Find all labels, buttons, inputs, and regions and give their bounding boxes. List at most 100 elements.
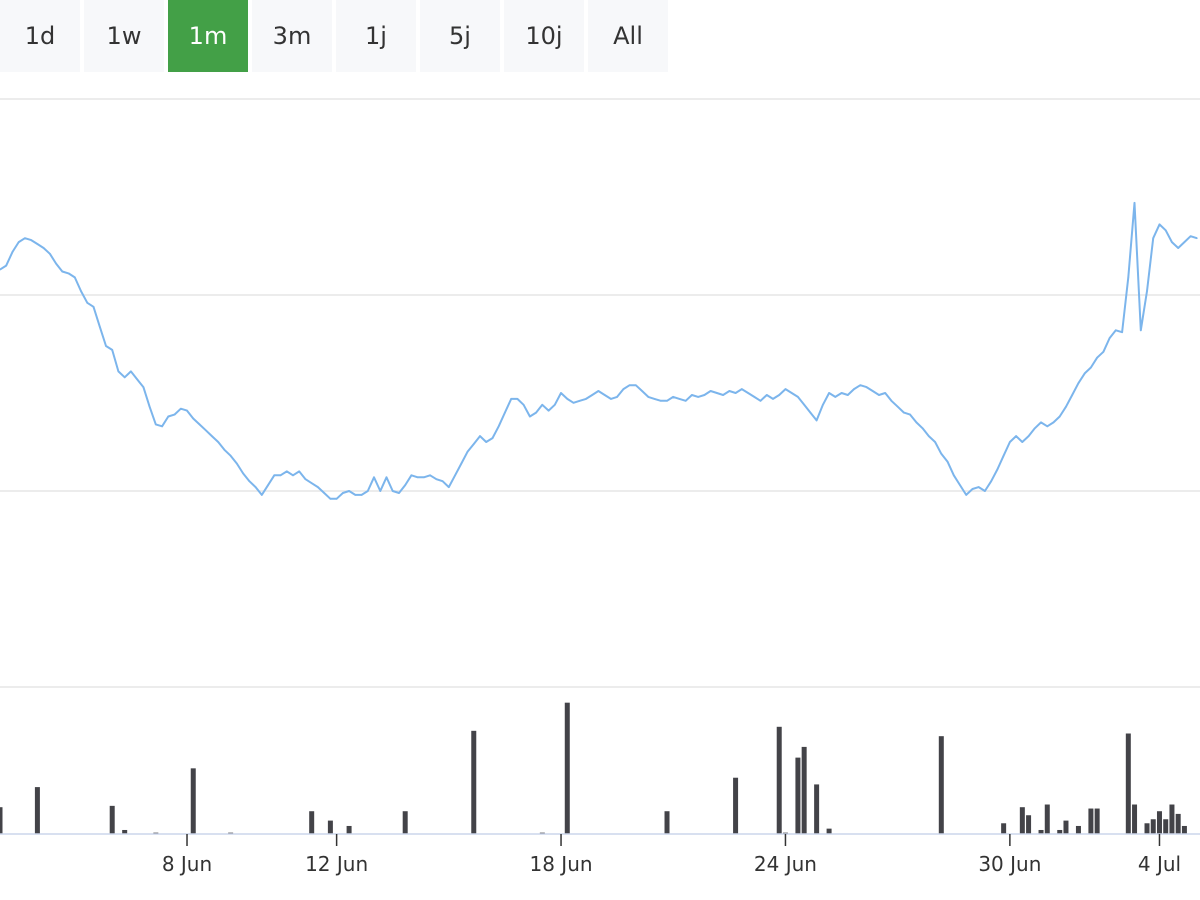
range-button-1j[interactable]: 1j — [336, 0, 416, 72]
price-point — [279, 474, 282, 477]
x-axis: 8 Jun 12 Jun 18 Jun 24 Jun 30 Jun 4 Jul — [0, 833, 1200, 876]
volume-bar — [402, 811, 408, 834]
price-point — [622, 388, 625, 390]
price-point — [990, 480, 992, 483]
price-point — [261, 494, 263, 496]
price-point — [42, 247, 45, 249]
price-point — [117, 370, 120, 373]
price-point — [161, 425, 163, 428]
price-point — [909, 413, 911, 416]
volume-bar — [564, 702, 570, 834]
price-point — [709, 390, 712, 392]
price-point — [1009, 441, 1011, 443]
volume-bar — [309, 811, 315, 834]
price-point — [597, 390, 600, 392]
price-point — [1071, 394, 1074, 396]
volume-bar — [1088, 808, 1094, 834]
price-point — [566, 398, 569, 400]
price-point — [915, 421, 918, 424]
price-point — [435, 478, 438, 481]
price-point — [217, 441, 219, 443]
price-point — [292, 474, 294, 477]
range-button-10j[interactable]: 10j — [504, 0, 584, 72]
price-point — [554, 403, 556, 406]
volume-bar — [190, 768, 196, 834]
price-point — [385, 476, 388, 479]
volume-bar — [1156, 811, 1162, 834]
volume-bar — [346, 825, 352, 834]
volume-bar — [1026, 815, 1032, 834]
range-button-All[interactable]: All — [588, 0, 668, 72]
price-point — [734, 392, 737, 394]
price-point — [977, 486, 980, 488]
price-point — [529, 415, 531, 418]
volume-bar — [776, 726, 782, 834]
price-point — [360, 494, 363, 496]
price-point — [504, 411, 506, 414]
price-point — [647, 396, 650, 398]
price-point — [578, 400, 581, 402]
price-point — [653, 398, 656, 400]
price-point — [142, 386, 145, 388]
price-point — [410, 474, 413, 477]
price-point — [1196, 237, 1198, 239]
price-point — [541, 403, 544, 406]
price-point — [348, 490, 350, 492]
price-point — [896, 405, 899, 408]
price-point — [560, 392, 562, 394]
price-point — [298, 470, 301, 473]
volume-bar — [1075, 825, 1081, 834]
price-point — [123, 376, 126, 379]
range-button-5j[interactable]: 5j — [420, 0, 500, 72]
price-point — [80, 290, 82, 292]
price-point — [716, 392, 718, 394]
price-point — [1040, 421, 1042, 424]
price-line-group — [0, 201, 1198, 500]
price-point — [722, 394, 724, 396]
price-point — [491, 437, 494, 439]
price-point — [1158, 223, 1161, 226]
price-point — [304, 478, 307, 481]
price-point — [136, 378, 138, 381]
price-point — [965, 494, 968, 496]
price-point — [335, 498, 338, 500]
price-point — [1002, 454, 1005, 457]
price-point — [329, 498, 332, 500]
range-button-1m[interactable]: 1m — [168, 0, 248, 72]
volume-bar — [1057, 829, 1063, 834]
volume-bar — [1044, 804, 1050, 834]
price-point — [373, 476, 375, 479]
price-point — [204, 429, 207, 432]
price-point — [535, 411, 537, 414]
volume-bar — [1144, 823, 1150, 834]
price-point — [1058, 415, 1061, 418]
price-point — [173, 413, 176, 416]
price-point — [423, 476, 425, 479]
volume-bar — [801, 746, 807, 834]
grid-lines — [0, 98, 1200, 688]
price-point — [790, 392, 793, 394]
price-point — [940, 452, 943, 455]
volume-bar — [1125, 733, 1131, 834]
price-point — [1090, 366, 1092, 369]
price-point — [996, 468, 999, 471]
range-button-1w[interactable]: 1w — [84, 0, 164, 72]
price-point — [61, 270, 64, 273]
price-point — [1164, 229, 1167, 232]
price-point — [155, 423, 157, 426]
range-button-3m[interactable]: 3m — [252, 0, 332, 72]
range-button-1d[interactable]: 1d — [0, 0, 80, 72]
price-point — [1096, 356, 1098, 359]
price-point — [984, 490, 986, 492]
price-point — [1027, 435, 1030, 437]
price-point — [55, 262, 57, 265]
volume-bar — [733, 777, 739, 834]
price-point — [1115, 329, 1117, 332]
price-point — [547, 409, 550, 412]
price-point — [460, 462, 463, 465]
price-point — [1171, 241, 1173, 243]
price-point — [366, 490, 369, 492]
volume-bar — [664, 811, 670, 834]
price-point — [952, 474, 955, 477]
price-point — [454, 474, 456, 477]
